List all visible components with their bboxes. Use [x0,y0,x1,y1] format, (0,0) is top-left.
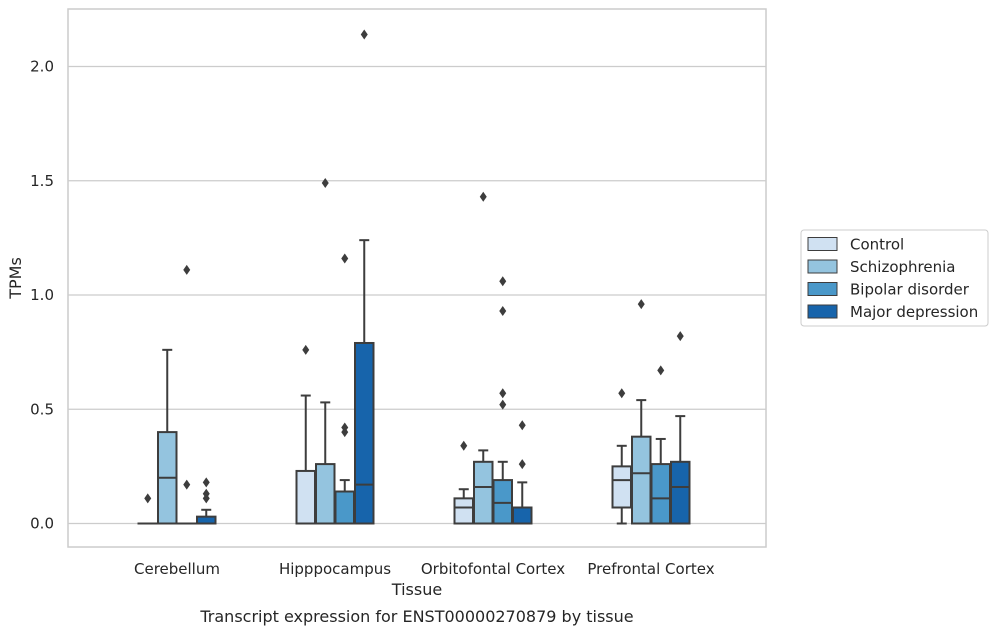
box-body [354,341,375,525]
x-tick-label: Hipppocampus [279,560,391,578]
legend-swatch [807,259,838,274]
box-schizophrenia [157,348,178,525]
x-tick-label: Orbitofontal Cortex [421,560,565,578]
plot-frame [67,8,767,548]
box-major-depression [196,477,217,525]
box-major-depression [512,420,533,525]
box-body [611,465,632,509]
y-tick-label: 0.0 [30,515,54,533]
box-body [512,506,533,525]
box-body [631,435,652,525]
legend-label: Control [850,236,904,254]
legend-swatch [807,237,838,251]
box-body [315,463,336,525]
legend-label: Bipolar disorder [850,281,970,299]
outlier-point [302,344,310,355]
box-schizophrenia [631,299,652,525]
y-tick-labels: 0.0 0.5 1.0 1.5 2.0 [30,58,54,533]
x-tick-labels: Cerebellum Hipppocampus Orbitofontal Corte… [134,560,715,578]
box-control [611,388,632,525]
y-tick-label: 2.0 [30,58,54,76]
outlier-point [460,440,468,451]
box-body [196,515,217,525]
outlier-point [360,29,368,40]
outlier-point [321,178,329,189]
box-body [453,497,474,525]
outlier-point [676,331,684,342]
legend-label: Schizophrenia [850,258,955,276]
outlier-point [499,399,507,410]
outlier-point [144,493,152,504]
y-tick-label: 1.5 [30,172,54,190]
outlier-point [499,388,507,399]
y-axis-label: TPMs [6,257,25,300]
outlier-point [499,305,507,316]
box-body [650,463,671,525]
box-schizophrenia [473,191,494,525]
box-bipolar-disorder [334,253,355,525]
x-tick-label: Prefrontal Cortex [587,560,714,578]
outlier-point [202,488,210,499]
outlier-point [341,422,349,433]
legend-swatch [807,282,838,296]
y-tick-label: 1.0 [30,286,54,304]
outlier-point [183,264,191,275]
outlier-point [202,477,210,488]
outlier-point [183,479,191,490]
outlier-point [637,299,645,310]
legend: Control Schizophrenia Bipolar disorder Majo… [800,229,989,327]
legend-swatch [807,304,838,319]
outlier-point [341,253,349,264]
box-major-depression [354,29,375,525]
box-body [492,479,513,525]
outlier-point [657,365,665,376]
outlier-point [518,459,526,470]
box-bipolar-disorder [176,264,197,525]
chart-caption: Transcript expression for ENST0000027087… [199,607,633,626]
boxes-layer [137,29,691,525]
outlier-point [618,388,626,399]
box-body [334,490,355,525]
box-body [473,460,494,525]
box-body [295,469,316,525]
outlier-point [499,276,507,287]
legend-label: Major depression [850,303,978,321]
legend-frame [800,229,989,327]
outlier-point [479,191,487,202]
outlier-point [518,420,526,431]
y-tick-label: 0.5 [30,400,54,418]
box-body [670,460,691,525]
box-major-depression [670,331,691,525]
x-axis-label: Tissue [391,580,442,599]
x-tick-label: Cerebellum [134,560,220,578]
box-bipolar-disorder [492,276,513,525]
